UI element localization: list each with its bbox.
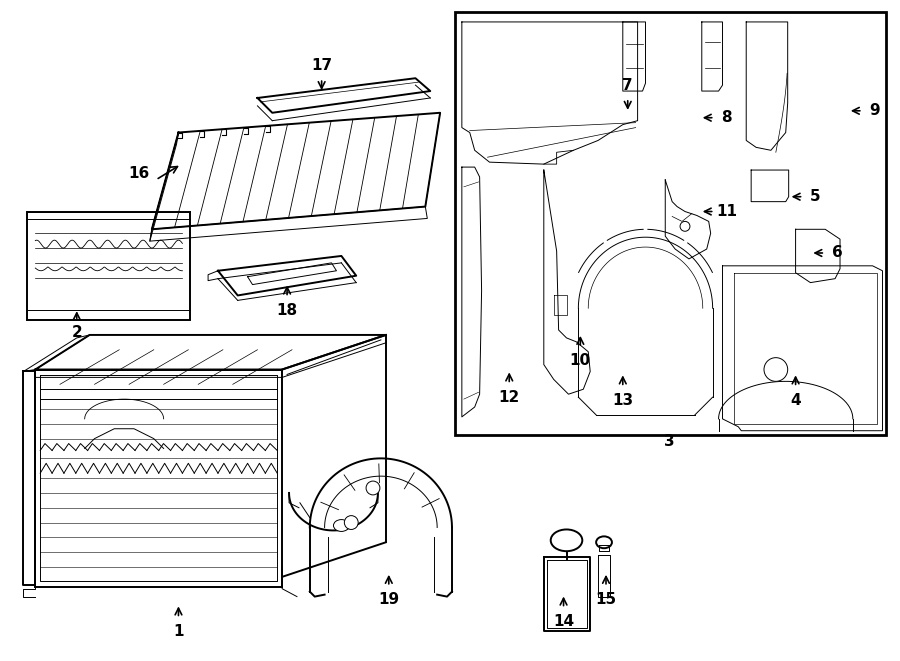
Text: 1: 1: [173, 624, 184, 639]
Text: 5: 5: [810, 189, 821, 204]
Text: 13: 13: [612, 393, 634, 408]
Ellipse shape: [551, 529, 582, 551]
Bar: [454, 12, 886, 435]
Ellipse shape: [596, 536, 612, 548]
Text: 7: 7: [623, 77, 633, 93]
Text: 17: 17: [311, 58, 332, 73]
Text: 14: 14: [553, 614, 574, 629]
Text: 8: 8: [721, 110, 732, 125]
Text: 2: 2: [71, 325, 82, 340]
Text: 3: 3: [664, 434, 674, 449]
Circle shape: [366, 481, 380, 495]
Text: 11: 11: [716, 204, 737, 219]
Text: 4: 4: [790, 393, 801, 408]
Circle shape: [680, 221, 690, 231]
Text: 19: 19: [378, 592, 400, 607]
Text: 18: 18: [276, 303, 298, 318]
Text: 12: 12: [499, 389, 520, 405]
Text: 10: 10: [570, 353, 591, 368]
Circle shape: [345, 516, 358, 529]
Ellipse shape: [334, 520, 349, 531]
Text: 9: 9: [869, 103, 880, 118]
Text: 6: 6: [832, 245, 842, 260]
Circle shape: [764, 358, 788, 381]
FancyBboxPatch shape: [27, 212, 190, 320]
Text: 16: 16: [129, 167, 149, 182]
Text: 15: 15: [596, 592, 617, 607]
